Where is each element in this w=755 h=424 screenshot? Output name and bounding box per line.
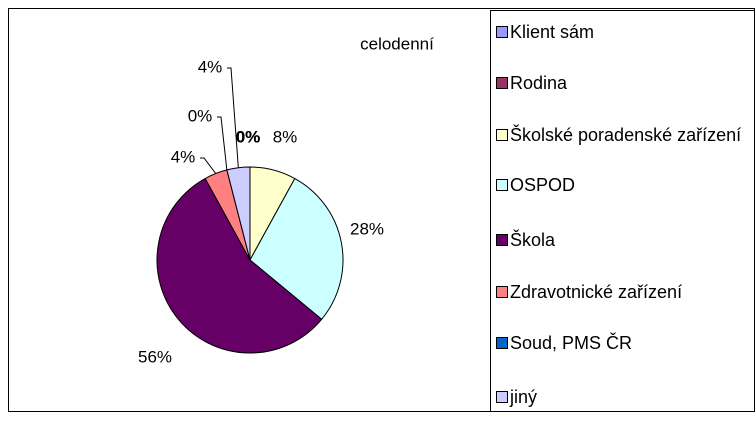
legend-swatch <box>496 391 508 403</box>
legend-swatch <box>496 286 508 298</box>
data-label: 28% <box>350 219 384 238</box>
legend-swatch <box>496 26 508 38</box>
legend-label: Klient sám <box>510 22 595 42</box>
data-label: 56% <box>138 347 172 366</box>
legend-label: Zdravotnické zařízení <box>510 282 683 302</box>
legend-swatch <box>496 77 508 89</box>
chart-title: celodenní <box>360 34 434 53</box>
legend-label: Školské poradenské zařízení <box>510 125 742 145</box>
legend-label: Škola <box>510 230 556 250</box>
data-label: 0% <box>236 127 261 146</box>
legend-label: jiný <box>510 387 538 407</box>
leader-line <box>217 116 228 170</box>
legend-label: Rodina <box>510 73 568 93</box>
legend-swatch <box>496 337 508 349</box>
data-label: 8% <box>273 127 298 146</box>
pie-slice <box>156 177 323 354</box>
legend-swatch <box>496 234 508 246</box>
legend-label: Soud, PMS ČR <box>510 333 633 353</box>
leader-line <box>227 67 239 168</box>
pie-slice <box>226 166 251 261</box>
pie-slice <box>249 177 344 320</box>
legend-swatch <box>496 179 508 191</box>
legend-label: OSPOD <box>510 175 576 195</box>
data-label: 0% <box>188 106 213 125</box>
legend-box <box>490 10 755 412</box>
data-label: 4% <box>198 57 223 76</box>
data-label: 4% <box>171 147 196 166</box>
data-label: 0% <box>236 127 261 146</box>
legend-swatch <box>496 129 508 141</box>
leader-line <box>200 157 217 174</box>
